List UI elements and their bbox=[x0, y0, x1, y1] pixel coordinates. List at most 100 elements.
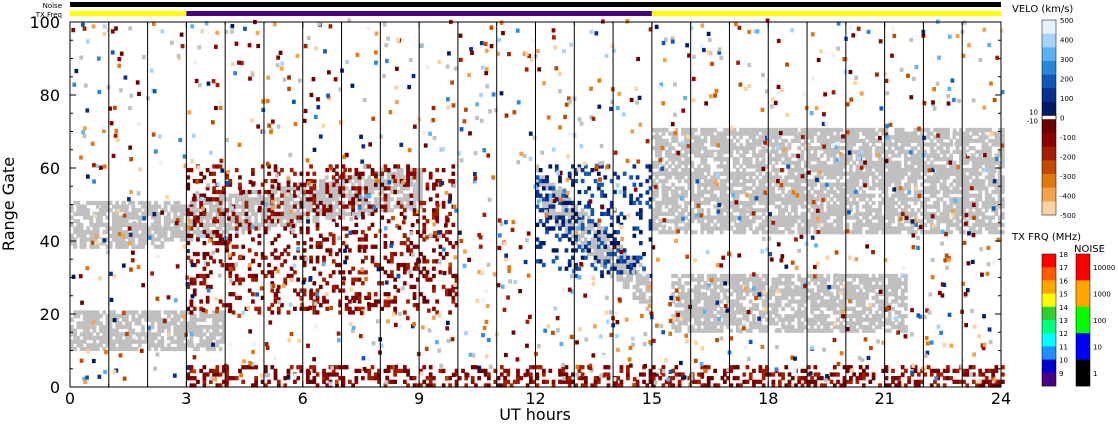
scatter-cell bbox=[719, 219, 724, 224]
scatter-cell bbox=[121, 222, 126, 227]
scatter-cell bbox=[632, 295, 637, 300]
scatter-cell bbox=[819, 175, 824, 180]
scatter-cell bbox=[858, 127, 863, 133]
scatter-cell bbox=[994, 160, 999, 165]
scatter-cell bbox=[419, 171, 423, 176]
scatter-cell bbox=[781, 189, 785, 195]
scatter-cell bbox=[386, 204, 391, 209]
scatter-cell bbox=[99, 335, 103, 341]
scatter-cell bbox=[141, 200, 145, 206]
scatter-cell bbox=[710, 321, 714, 326]
scatter-cell bbox=[900, 303, 905, 308]
scatter-cell bbox=[855, 127, 860, 133]
scatter-cell bbox=[832, 284, 837, 290]
scatter-cell bbox=[755, 324, 760, 330]
scatter-cell bbox=[735, 146, 740, 151]
scatter-cell bbox=[302, 306, 307, 311]
scatter-cell bbox=[234, 219, 239, 224]
scatter-cell bbox=[244, 189, 249, 195]
scatter-cell bbox=[661, 131, 666, 136]
scatter-cell bbox=[891, 292, 895, 297]
scatter-cell bbox=[774, 171, 779, 176]
scatter-cell bbox=[842, 230, 847, 235]
scatter-cell bbox=[95, 219, 100, 224]
scatter-cell bbox=[813, 226, 818, 231]
scatter-cell bbox=[558, 189, 562, 195]
scatter-cell bbox=[170, 339, 174, 344]
scatter-cell bbox=[742, 182, 747, 187]
scatter-cell bbox=[758, 168, 763, 173]
scatter-cell bbox=[861, 306, 866, 311]
scatter-cell bbox=[92, 237, 97, 242]
scatter-cell bbox=[328, 211, 333, 217]
scatter-cell bbox=[819, 281, 824, 286]
scatter-cell bbox=[383, 182, 388, 187]
scatter-cell bbox=[157, 219, 162, 224]
scatter-cell bbox=[221, 193, 226, 198]
scatter-cell bbox=[874, 281, 879, 286]
scatter-cell bbox=[697, 306, 701, 311]
scatter-cell bbox=[238, 197, 242, 202]
scatter-cell bbox=[677, 219, 682, 224]
scatter-cell bbox=[719, 164, 724, 169]
scatter-cell bbox=[118, 244, 123, 249]
scatter-cell bbox=[962, 142, 966, 147]
scatter-cell bbox=[729, 284, 734, 290]
scatter-cell bbox=[913, 127, 918, 133]
scatter-cell bbox=[212, 321, 216, 326]
scatter-cell bbox=[819, 200, 824, 206]
scatter-cell bbox=[693, 197, 698, 202]
scatter-cell bbox=[157, 233, 162, 238]
scatter-cell bbox=[687, 295, 692, 300]
scatter-cell bbox=[703, 306, 708, 311]
scatter-cell bbox=[975, 208, 979, 213]
scatter-cell bbox=[415, 175, 420, 180]
scatter-cell bbox=[726, 219, 730, 224]
scatter-cell bbox=[965, 186, 970, 191]
scatter-cell bbox=[131, 310, 136, 315]
scatter-cell bbox=[377, 178, 381, 184]
scatter-cell bbox=[781, 230, 785, 235]
scatter-cell bbox=[752, 142, 756, 147]
scatter-cell bbox=[412, 182, 417, 187]
scatter-cell bbox=[826, 175, 831, 180]
scatter-cell bbox=[664, 160, 669, 165]
scatter-cell bbox=[147, 310, 152, 315]
scatter-cell bbox=[829, 226, 834, 231]
scatter-cell bbox=[758, 197, 763, 202]
scatter-cell bbox=[629, 277, 633, 282]
scatter-cell bbox=[1001, 222, 1005, 227]
scatter-cell bbox=[777, 153, 782, 158]
scatter-cell bbox=[994, 208, 999, 213]
scatter-cell bbox=[726, 149, 730, 154]
scatter-cell bbox=[891, 273, 895, 279]
scatter-cell bbox=[697, 314, 701, 319]
scatter-cell bbox=[823, 281, 827, 286]
scatter-cell bbox=[975, 230, 979, 235]
scatter-cell bbox=[128, 237, 132, 242]
scatter-cell bbox=[774, 299, 779, 304]
scatter-cell bbox=[616, 266, 621, 271]
scatter-cell bbox=[82, 321, 87, 326]
scatter-cell bbox=[189, 299, 194, 304]
scatter-cell bbox=[312, 219, 317, 224]
scatter-cell bbox=[810, 157, 815, 162]
scatter-cell bbox=[674, 200, 679, 206]
scatter-cell bbox=[687, 160, 692, 165]
scatter-cell bbox=[234, 273, 239, 279]
scatter-cell bbox=[596, 255, 601, 260]
scatter-cell bbox=[234, 226, 239, 231]
scatter-cell bbox=[868, 226, 873, 231]
scatter-cell bbox=[296, 182, 301, 187]
scatter-cell bbox=[173, 321, 178, 326]
scatter-cell bbox=[777, 193, 782, 198]
scatter-cell bbox=[551, 208, 556, 213]
scatter-cell bbox=[299, 219, 304, 224]
scatter-cell bbox=[923, 211, 928, 217]
scatter-cell bbox=[865, 211, 869, 217]
scatter-cell bbox=[102, 208, 107, 213]
scatter-cell bbox=[247, 200, 252, 206]
scatter-cell bbox=[538, 175, 543, 180]
scatter-cell bbox=[813, 157, 818, 162]
scatter-cell bbox=[891, 277, 895, 282]
